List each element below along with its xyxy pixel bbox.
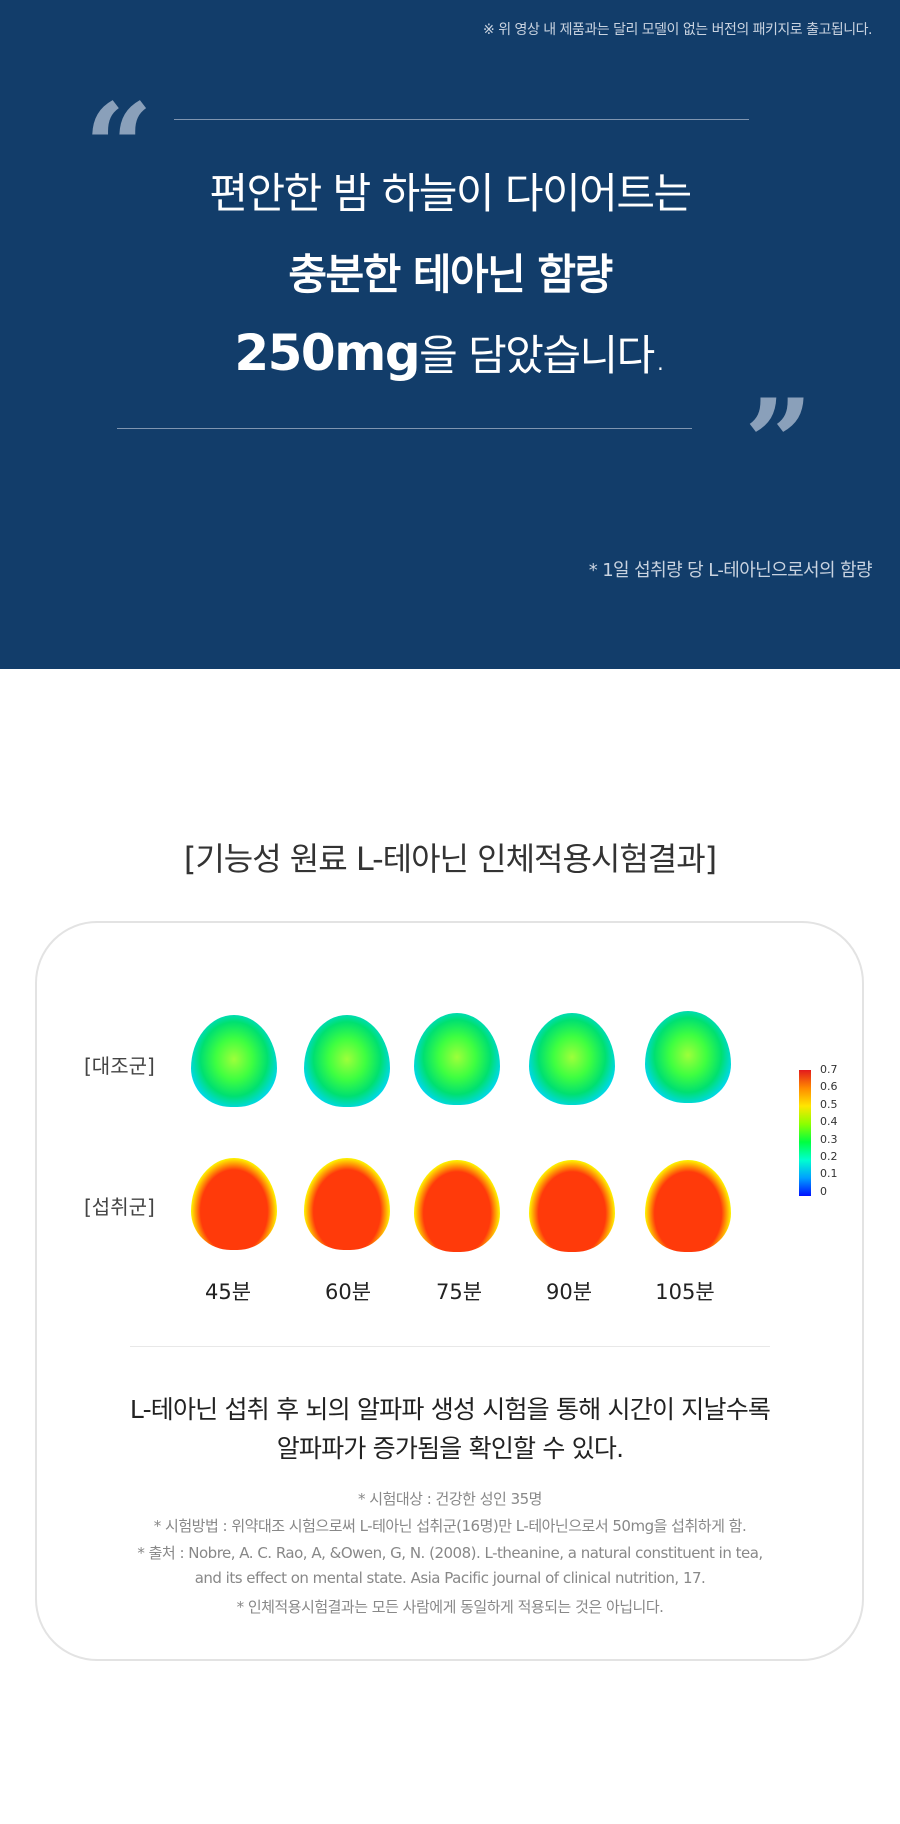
- hero-section: ※ 위 영상 내 제품과는 달리 모델이 없는 버전의 패키지로 출고됩니다. …: [0, 0, 900, 669]
- brain-map: [191, 1015, 277, 1107]
- brain-map: [645, 1160, 731, 1252]
- footnote: * 시험방법 : 위약대조 시험으로써 L-테아닌 섭취군(16명)만 L-테아…: [153, 1517, 747, 1535]
- color-scale: [799, 1070, 811, 1196]
- scale-tick-label: 0: [820, 1184, 827, 1198]
- headline-line: 충분한 테아닌 함량: [288, 250, 613, 299]
- description: L-테아닌 섭취 후 뇌의 알파파 생성 시험을 통해 시간이 지날수록: [129, 1395, 771, 1424]
- scale-tick-label: 0.7: [820, 1063, 838, 1076]
- close-quote-icon: ”: [744, 373, 814, 514]
- brain-map: [191, 1158, 277, 1250]
- scale-tick-label: 0.1: [820, 1167, 838, 1181]
- footnote: * 시험대상 : 건강한 성인 35명: [358, 1490, 542, 1508]
- headline-line: 편안한 밤 하늘이 다이어트는: [209, 169, 692, 218]
- time-label: 45분: [204, 1280, 252, 1304]
- scale-tick-label: 0.2: [820, 1150, 838, 1163]
- scale-tick-label: 0.5: [820, 1097, 838, 1111]
- open-quote-icon: “: [84, 77, 154, 218]
- divider: [130, 1346, 770, 1347]
- brain-map: [414, 1160, 500, 1252]
- description: 알파파가 증가됨을 확인할 수 있다.: [276, 1434, 624, 1463]
- time-label: 105분: [655, 1280, 715, 1304]
- headline-text: 을 담았습니다.: [419, 331, 667, 380]
- brain-map: [529, 1160, 615, 1252]
- brain-map: [529, 1013, 615, 1105]
- headline-amount: 250mg: [234, 324, 420, 382]
- brain-map: [304, 1015, 390, 1107]
- footnote: and its effect on mental state. Asia Pac…: [194, 1569, 706, 1587]
- result-card: [35, 921, 864, 1661]
- quote-note: * 1일 섭취량 당 L-테아닌으로서의 함량: [588, 560, 873, 581]
- row-label: [대조군]: [84, 1054, 155, 1078]
- section-title: [기능성 원료 L-테아닌 인체적용시험결과]: [183, 840, 717, 878]
- time-label: 75분: [435, 1280, 483, 1304]
- scale-tick-label: 0.4: [820, 1115, 838, 1129]
- divider: [117, 428, 692, 429]
- brain-map: [645, 1011, 731, 1103]
- row-label: [섭취군]: [84, 1195, 155, 1219]
- footnote: * 출처 : Nobre, A. C. Rao, A, &Owen, G, N.…: [137, 1544, 763, 1562]
- notice: ※ 위 영상 내 제품과는 달리 모델이 없는 버전의 패키지로 출고됩니다.: [483, 22, 872, 38]
- brain-map: [304, 1158, 390, 1250]
- footnote: * 인체적용시험결과는 모든 사람에게 동일하게 적용되는 것은 아닙니다.: [236, 1598, 664, 1616]
- divider: [174, 119, 749, 120]
- scale-tick-label: 0.3: [820, 1132, 838, 1146]
- headline-line: 250mg을 담았습니다.: [0, 322, 900, 383]
- brain-map: [414, 1013, 500, 1105]
- time-label: 90분: [545, 1280, 593, 1304]
- time-label: 60분: [324, 1280, 372, 1304]
- scale-tick-label: 0.6: [820, 1080, 838, 1094]
